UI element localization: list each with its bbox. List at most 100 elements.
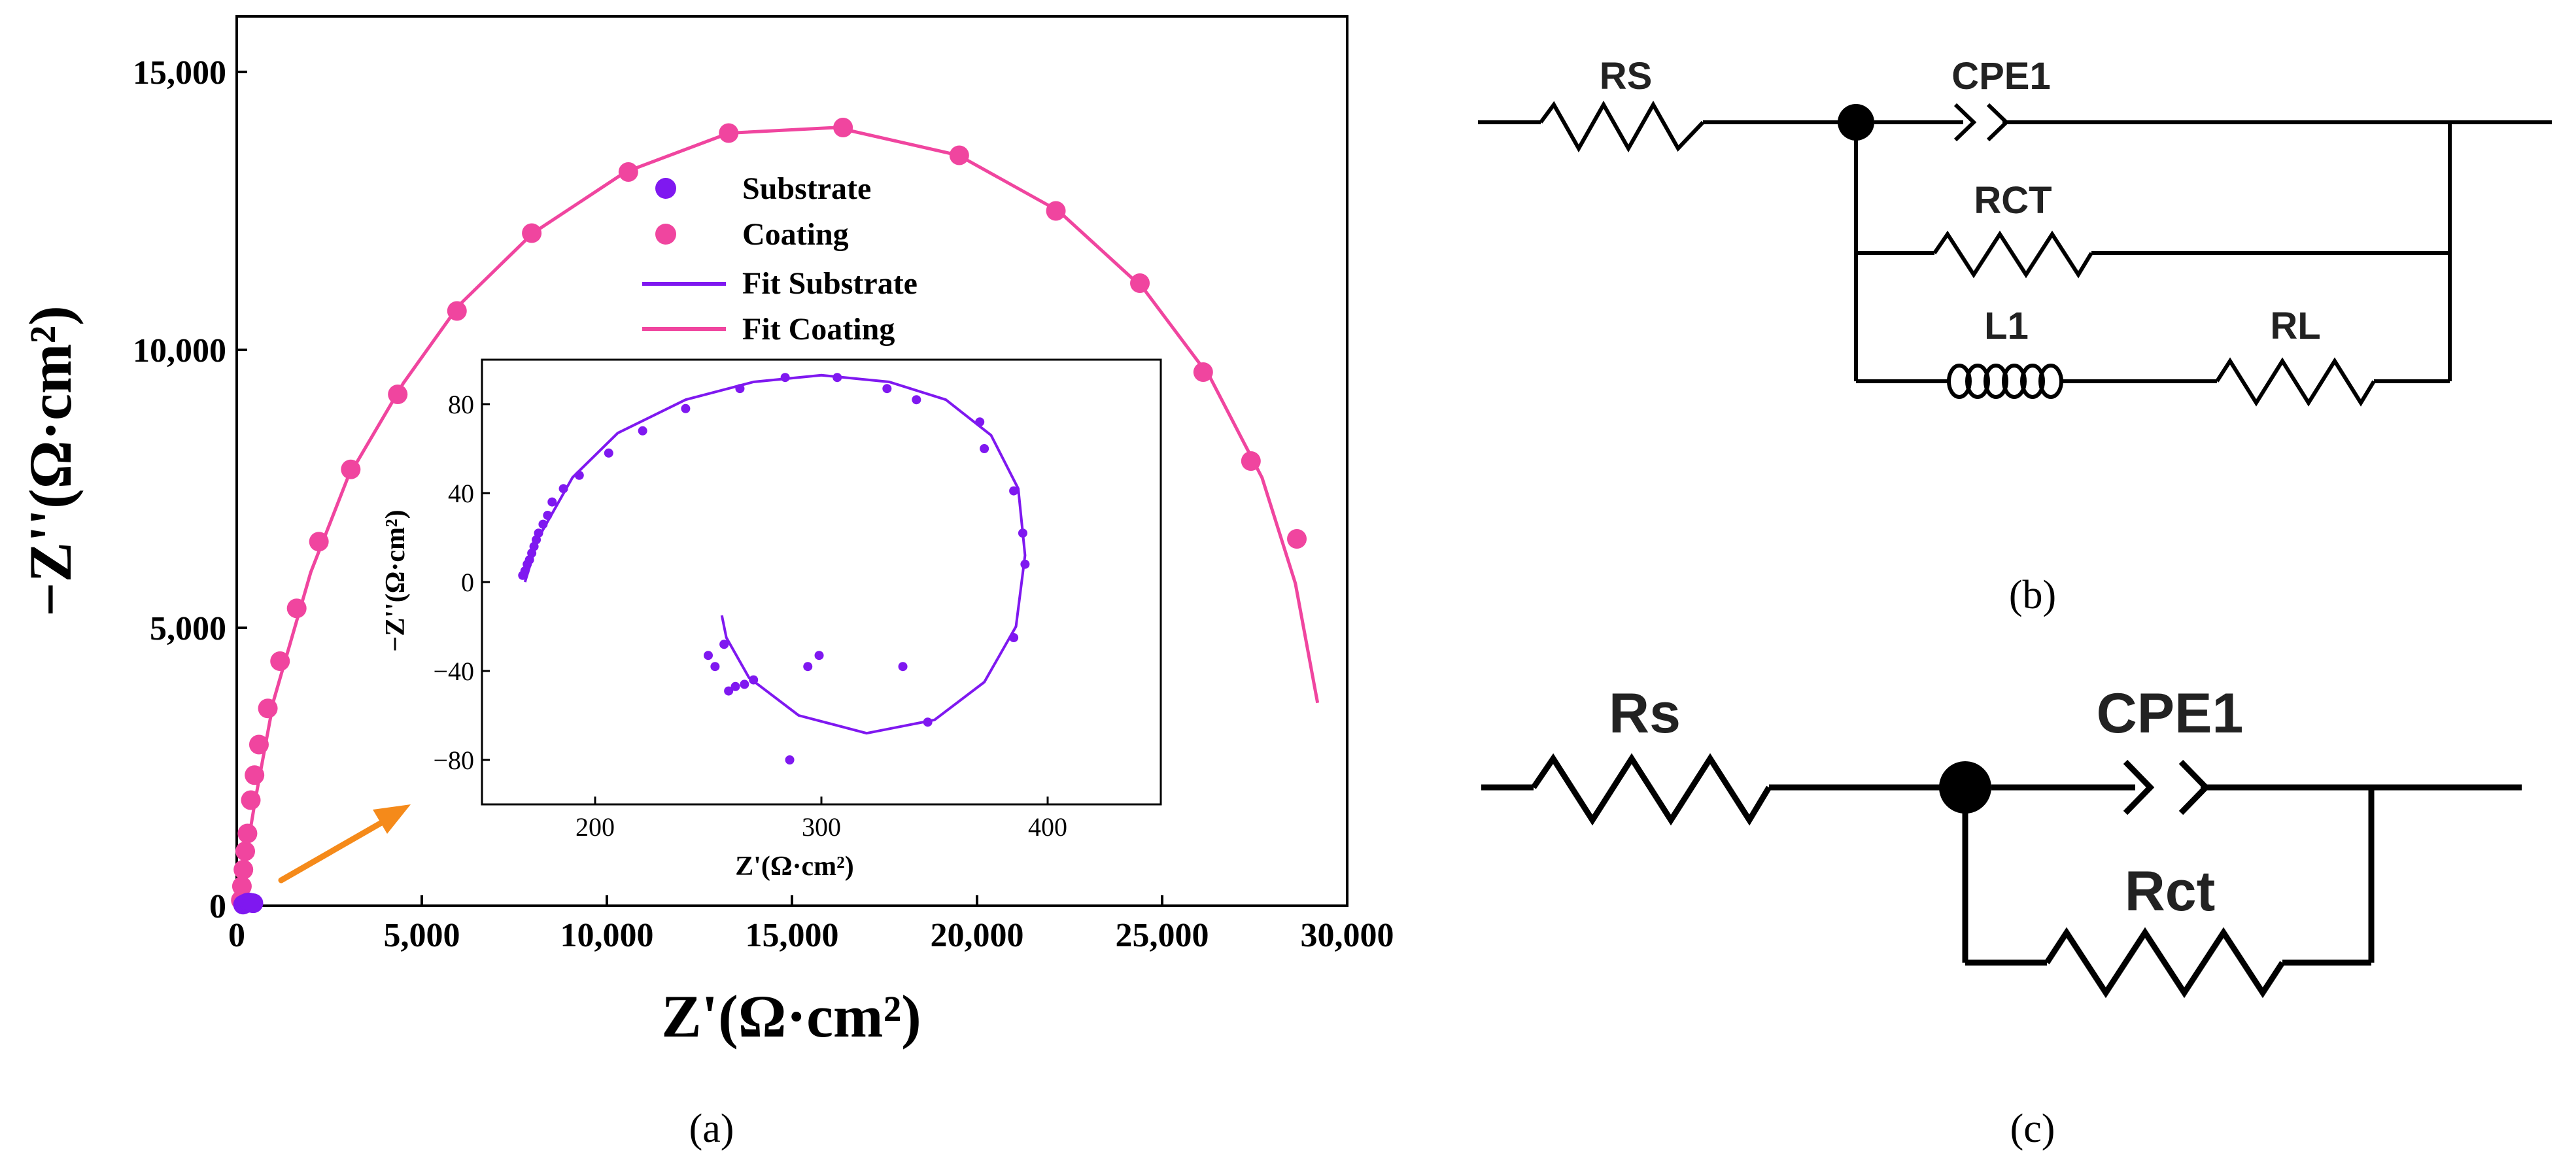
- y-tick-label: 0: [209, 888, 226, 925]
- coating-point: [241, 790, 261, 810]
- inset-x-axis-title: Z'(Ω·cm²): [735, 851, 854, 882]
- circuit-b-rl-resistor: [2215, 357, 2376, 407]
- circuit-c-panel: [1481, 753, 2522, 999]
- inset-fit-line: [523, 373, 1027, 735]
- x-tick-label: 30,000: [1301, 917, 1394, 954]
- legend-coating-label: Coating: [742, 217, 849, 252]
- inset-substrate-point: [735, 384, 745, 394]
- coating-point: [1193, 362, 1213, 382]
- coating-point: [388, 385, 408, 404]
- circuit-b-labels: RS CPE1 RCT L1 RL (b): [1600, 55, 2321, 617]
- inset-y-tick-label: −80: [433, 746, 474, 775]
- inset-data-points: [518, 373, 1030, 764]
- inset-substrate-point: [1009, 633, 1019, 642]
- coating-point: [235, 841, 256, 861]
- inset-fit-substrate-line: [523, 373, 1027, 735]
- inset-substrate-point: [704, 651, 713, 661]
- inset-y-axis-title: −Z''(Ω·cm²): [381, 509, 411, 651]
- inset-substrate-point: [638, 426, 647, 436]
- inset-substrate-point: [724, 686, 734, 696]
- coating-point: [719, 123, 739, 143]
- coating-point: [286, 598, 307, 619]
- inset-substrate-point: [730, 681, 740, 691]
- inset-x-axis-ticks: 200 300 400: [575, 797, 1067, 842]
- coating-point: [1130, 273, 1150, 293]
- coating-point: [447, 301, 467, 321]
- inset-y-tick-label: 80: [448, 390, 474, 419]
- circuit-c-rct-resistor: [2044, 927, 2285, 999]
- inset-substrate-point: [882, 384, 892, 394]
- coating-point: [618, 162, 638, 182]
- inset-substrate-point: [975, 417, 985, 427]
- inset-substrate-point: [923, 717, 933, 727]
- inset-substrate-point: [604, 448, 613, 458]
- inset-substrate-point: [574, 470, 584, 480]
- inset-substrate-point: [719, 640, 729, 649]
- inset-plot: 200 300 400 −80 −40 0 40 80 Z'(Ω·cm²) −Z''(Ω·c…: [381, 358, 1162, 882]
- inset-substrate-point: [980, 444, 989, 453]
- coating-point: [237, 823, 258, 844]
- legend: Substrate Coating Fit Substrate Fit Coat…: [642, 171, 918, 347]
- legend-substrate-label: Substrate: [742, 171, 871, 206]
- x-tick-label: 15,000: [746, 917, 839, 954]
- inset-substrate-point: [749, 675, 759, 685]
- circuit-b-panel: [1478, 100, 2552, 407]
- panel-label-b: (b): [2009, 573, 2056, 617]
- inset-y-tick-label: 0: [461, 568, 474, 597]
- inset-substrate-point: [898, 662, 908, 672]
- panel-label-a: (a): [689, 1107, 734, 1151]
- y-tick-label: 15,000: [133, 54, 226, 92]
- circuit-b-cpe-label: CPE1: [1951, 55, 2051, 97]
- x-tick-label: 25,000: [1116, 917, 1209, 954]
- coating-point: [833, 118, 853, 137]
- inset-substrate-point: [543, 511, 553, 520]
- circuit-b-cpe-plate-left: [1953, 103, 1977, 142]
- nyquist-plot-panel: 0 5,000 10,000 15,000 20,000 25,000 30,000 0 5,…: [17, 15, 1394, 1151]
- circuit-c-rs-label: Rs: [1609, 682, 1681, 745]
- coating-point: [1046, 201, 1066, 221]
- y-axis-title: −Z''(Ω·cm²): [17, 305, 84, 617]
- inset-substrate-point: [1018, 528, 1027, 538]
- coating-point: [232, 876, 252, 897]
- x-tick-label: 5,000: [384, 917, 460, 954]
- legend-coating-marker: [655, 224, 676, 245]
- inset-x-tick-label: 200: [575, 812, 615, 842]
- x-tick-label: 10,000: [560, 917, 654, 954]
- coating-point: [1287, 529, 1307, 549]
- coating-point: [522, 223, 542, 243]
- coating-point: [341, 459, 361, 479]
- circuit-c-labels: Rs CPE1 Rct (c): [1609, 682, 2243, 1151]
- zoom-arrow: [278, 804, 411, 884]
- y-tick-label: 10,000: [133, 332, 226, 369]
- coating-point: [309, 532, 329, 552]
- x-axis-title: Z'(Ω·cm²): [661, 983, 921, 1050]
- circuit-c-cpe-plate-left: [2123, 759, 2155, 816]
- circuit-b-rct-resistor: [1932, 230, 2093, 279]
- inset-y-tick-label: −40: [433, 657, 474, 686]
- inset-x-tick-label: 400: [1028, 812, 1067, 842]
- x-axis-ticks: 0 5,000 10,000 15,000 20,000 25,000 30,000: [228, 895, 1394, 954]
- inset-substrate-point: [681, 404, 691, 413]
- zoom-arrow-shaft: [278, 816, 390, 884]
- coating-point: [233, 859, 254, 880]
- coating-point: [245, 765, 265, 785]
- circuit-c-cpe-label: CPE1: [2097, 682, 2244, 745]
- circuit-b-rct-label: RCT: [1974, 179, 2052, 222]
- x-tick-label: 20,000: [931, 917, 1024, 954]
- inset-substrate-point: [814, 651, 824, 661]
- legend-fit-coating-label: Fit Coating: [742, 312, 895, 347]
- inset-frame: [481, 358, 1162, 806]
- inset-substrate-point: [1020, 559, 1030, 569]
- inset-substrate-point: [833, 373, 842, 383]
- coating-point: [949, 145, 969, 165]
- circuit-b-rs-resistor: [1539, 100, 1705, 153]
- inset-substrate-point: [710, 662, 720, 672]
- circuit-b-l1-inductor: [1947, 364, 2063, 399]
- circuit-c-rs-resistor: [1531, 753, 1772, 826]
- inset-substrate-point: [1009, 486, 1019, 496]
- inset-substrate-point: [803, 662, 813, 672]
- coating-point: [249, 734, 269, 755]
- legend-fit-substrate-label: Fit Substrate: [742, 266, 918, 301]
- circuit-b-rl-label: RL: [2270, 305, 2320, 347]
